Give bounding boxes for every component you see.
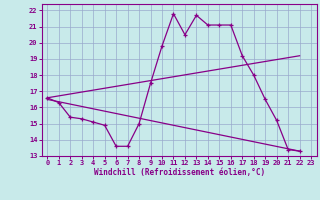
X-axis label: Windchill (Refroidissement éolien,°C): Windchill (Refroidissement éolien,°C) (94, 168, 265, 177)
